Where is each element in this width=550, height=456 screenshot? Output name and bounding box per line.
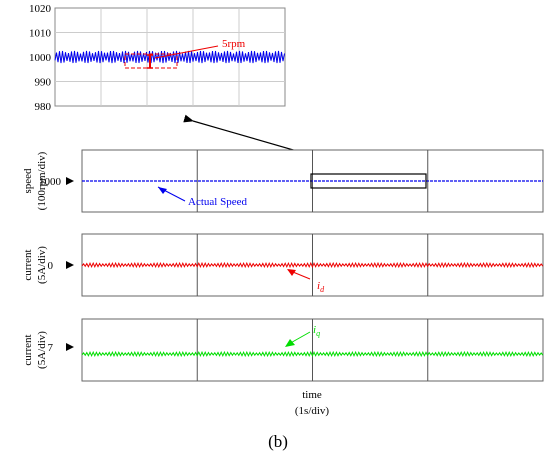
id-y-units: (5A/div) [36,246,48,284]
id-pointer-head [287,269,296,276]
iq-series-label: iq [313,324,320,338]
ripple-leader-line [154,45,219,59]
zoom-panel: 980 990 1000 1010 1020 5rpm [29,3,286,113]
zoom-y-tick-label: 980 [35,101,52,113]
id-current-trace [81,261,544,269]
iq-pointer-head [285,339,295,347]
id-series-label: id [317,280,325,294]
iq-marker-label: 7 [48,342,54,354]
iq-panel: current (5A/div) 7 iq [22,318,544,382]
zoom-y-tick-label: 990 [35,77,52,89]
ripple-annotation: 5rpm [222,38,246,50]
id-level-marker [66,261,74,269]
iq-grid [196,319,429,381]
id-panel: current (5A/div) 0 id [22,233,544,297]
zoom-y-tick-label: 1010 [29,28,52,40]
x-axis-units: (1s/div) [295,405,330,417]
iq-y-label: current [22,334,34,365]
id-y-label: current [22,249,34,280]
iq-y-units: (5A/div) [36,331,48,369]
speed-marker-label: 1000 [39,176,62,188]
id-grid [196,234,429,296]
actual-speed-label: Actual Speed [188,196,247,208]
speed-y-units: (100rpm/div) [36,151,48,210]
figure-label: (b) [268,432,288,451]
x-axis-label: time [302,389,322,401]
iq-level-marker [66,343,74,351]
iq-current-trace [81,350,544,358]
speed-panel: speed (100rpm/div) 1000 Actual Speed [22,149,544,213]
id-marker-label: 0 [48,260,54,272]
zoom-selection-box [310,173,427,189]
speed-level-marker [66,177,74,185]
zoom-y-tick-labels: 980 990 1000 1010 1020 [29,3,52,113]
zoom-y-tick-label: 1000 [29,52,52,64]
actual-speed-pointer-head [158,187,167,194]
zoom-speed-trace [54,50,285,64]
zoom-y-tick-label: 1020 [29,3,52,15]
speed-y-label: speed [22,168,34,194]
